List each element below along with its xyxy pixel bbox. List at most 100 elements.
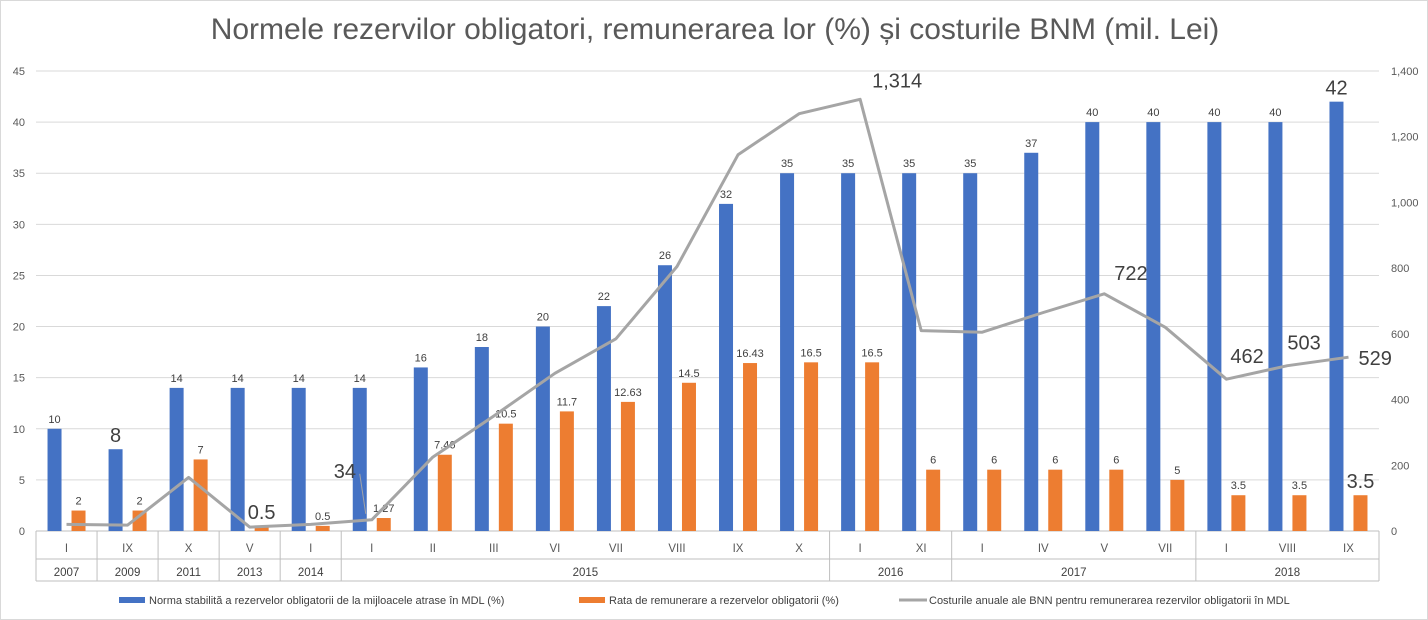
data-label: 12.63 xyxy=(614,387,642,399)
bar xyxy=(1353,495,1368,531)
bar xyxy=(596,306,611,531)
data-label-large: 0.5 xyxy=(248,502,276,524)
data-label: 20 xyxy=(537,312,549,324)
y-left-tick-label: 0 xyxy=(19,526,25,538)
data-label: 35 xyxy=(781,158,793,170)
data-label: 7.46 xyxy=(434,440,455,452)
data-label: 6 xyxy=(1052,455,1058,467)
data-label: 16.5 xyxy=(861,347,882,359)
chart-title: Normele rezervilor obligatori, remunerar… xyxy=(210,13,1220,46)
y-left-tick-label: 15 xyxy=(13,373,25,385)
bar xyxy=(681,382,696,531)
x-tick-label: I xyxy=(1225,543,1228,555)
bar xyxy=(926,469,941,531)
data-label-leader xyxy=(359,473,367,514)
year-group-label: 2017 xyxy=(1061,567,1087,579)
x-tick-label: I xyxy=(370,543,373,555)
data-label: 10 xyxy=(48,414,60,426)
data-label: 6 xyxy=(991,455,997,467)
bar xyxy=(1268,122,1283,531)
y-right-tick-label: 1,200 xyxy=(1391,132,1419,144)
bar xyxy=(780,173,795,531)
data-label: 35 xyxy=(903,158,915,170)
data-label: 14 xyxy=(170,373,182,385)
data-label: 5 xyxy=(1174,465,1180,477)
y-right-tick-label: 600 xyxy=(1391,329,1409,341)
data-label: 40 xyxy=(1086,107,1098,119)
data-label-large: 42 xyxy=(1325,78,1347,100)
data-label: 16.5 xyxy=(800,347,821,359)
x-tick-label: IV xyxy=(1038,543,1049,555)
y-right-tick-label: 200 xyxy=(1391,460,1409,472)
year-group-label: 2013 xyxy=(237,567,263,579)
bar xyxy=(620,401,635,531)
line-data-label: 503 xyxy=(1287,333,1320,355)
data-label: 11.7 xyxy=(557,396,578,408)
data-label: 16 xyxy=(415,352,427,364)
data-label: 2 xyxy=(75,496,81,508)
line-data-label: 34 xyxy=(334,461,356,483)
year-group-label: 2018 xyxy=(1275,567,1301,579)
bar xyxy=(719,203,734,531)
year-group-label: 2009 xyxy=(115,567,141,579)
y-right-tick-label: 400 xyxy=(1391,395,1409,407)
bar xyxy=(1146,122,1161,531)
year-group-label: 2015 xyxy=(573,567,599,579)
data-label: 32 xyxy=(720,189,732,201)
data-label: 6 xyxy=(930,455,936,467)
bar xyxy=(254,525,269,531)
x-tick-label: V xyxy=(246,543,254,555)
data-label: 14.5 xyxy=(678,368,699,380)
legend-swatch xyxy=(119,597,145,603)
bar xyxy=(1170,479,1185,531)
bar xyxy=(559,411,574,531)
y-left-tick-label: 20 xyxy=(13,322,25,334)
year-group-label: 2007 xyxy=(54,567,80,579)
x-tick-label: VII xyxy=(1158,543,1172,555)
data-label-large: 3.5 xyxy=(1347,471,1375,493)
data-label: 16.43 xyxy=(736,348,764,360)
bar xyxy=(108,449,123,531)
y-left-tick-label: 30 xyxy=(13,219,25,231)
data-label: 7 xyxy=(198,444,204,456)
x-tick-label: VIII xyxy=(668,543,685,555)
x-tick-label: IX xyxy=(122,543,133,555)
x-tick-label: II xyxy=(430,543,436,555)
data-label: 3.5 xyxy=(1292,480,1307,492)
bar xyxy=(987,469,1002,531)
bar xyxy=(1292,495,1307,531)
x-tick-label: I xyxy=(309,543,312,555)
x-tick-label: VII xyxy=(609,543,623,555)
data-label: 18 xyxy=(476,332,488,344)
data-label: 14 xyxy=(232,373,244,385)
bar xyxy=(804,362,819,531)
x-tick-label: X xyxy=(185,543,193,555)
data-label: 2 xyxy=(137,496,143,508)
year-group-label: 2014 xyxy=(298,567,324,579)
bar xyxy=(291,387,306,531)
data-label: 40 xyxy=(1147,107,1159,119)
data-label: 6 xyxy=(1113,455,1119,467)
bar xyxy=(376,518,391,531)
bar xyxy=(1109,469,1124,531)
bar xyxy=(1329,101,1344,532)
cost-series-line xyxy=(66,97,1349,529)
bar xyxy=(841,173,856,531)
data-label: 3.5 xyxy=(1231,480,1246,492)
data-label: 0.5 xyxy=(315,511,330,523)
data-label: 22 xyxy=(598,291,610,303)
x-tick-label: XI xyxy=(916,543,927,555)
bar xyxy=(1207,122,1222,531)
x-tick-label: III xyxy=(489,543,499,555)
data-label: 10.5 xyxy=(495,409,516,421)
bar xyxy=(315,525,330,531)
y-right-tick-label: 0 xyxy=(1391,526,1397,538)
data-label: 35 xyxy=(964,158,976,170)
bar xyxy=(1231,495,1246,531)
legend-swatch xyxy=(579,597,605,603)
bar xyxy=(535,326,550,531)
line-data-label: 1,314 xyxy=(872,70,922,92)
bar xyxy=(902,173,917,531)
x-tick-label: X xyxy=(795,543,803,555)
